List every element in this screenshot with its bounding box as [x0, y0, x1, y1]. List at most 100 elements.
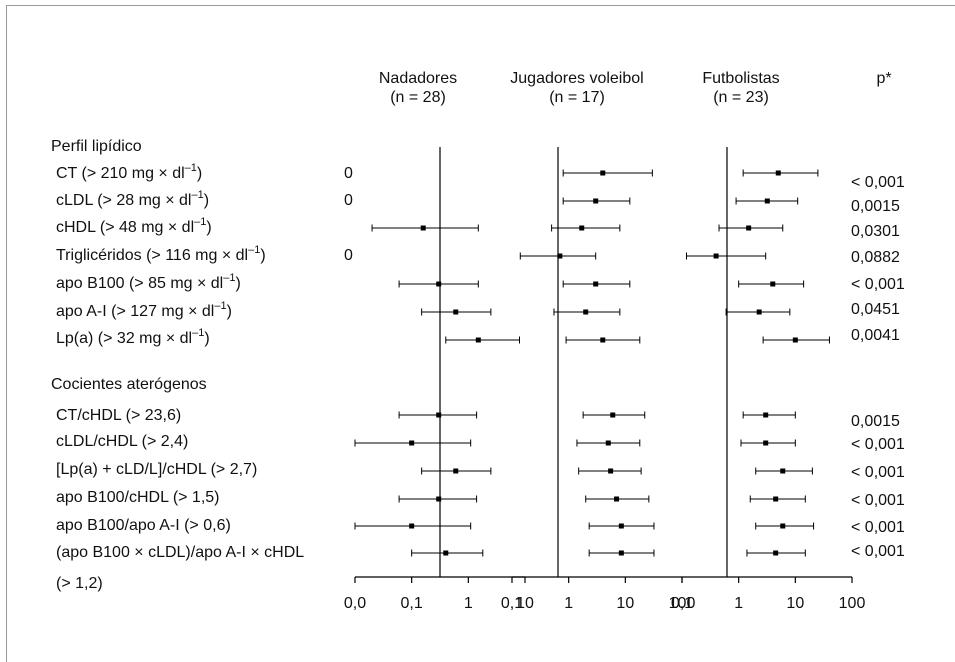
point-estimate	[614, 496, 620, 502]
point-estimate	[443, 550, 449, 556]
point-estimate	[436, 496, 442, 502]
point-estimate	[436, 412, 442, 418]
p-value: 0,0015	[851, 198, 900, 215]
row-label: cLDL/cHDL (> 2,4)	[56, 433, 188, 450]
tick-label: 1	[734, 595, 743, 612]
point-estimate	[436, 281, 442, 287]
point-estimate	[579, 225, 585, 231]
row-label: apo B100/cHDL (> 1,5)	[56, 489, 220, 506]
p-value: < 0,001	[851, 436, 905, 453]
p-value: < 0,001	[851, 492, 905, 509]
row-label-tail: )	[204, 192, 209, 209]
row-label: Lp(a) (> 32 mg × dl–1)	[56, 327, 210, 347]
zero-count: 0	[344, 192, 353, 209]
figure-frame	[6, 5, 955, 662]
point-estimate	[420, 225, 426, 231]
point-estimate	[773, 550, 779, 556]
section-title: Perfil lipídico	[51, 138, 142, 155]
row-label-superscript: –1	[185, 162, 197, 174]
point-estimate	[746, 225, 752, 231]
row-label-tail: )	[235, 275, 240, 292]
point-estimate	[557, 253, 563, 259]
point-estimate	[775, 170, 781, 176]
p-value: 0,0882	[851, 249, 900, 266]
p-value: 0,0041	[851, 327, 900, 344]
p-value: 0,0301	[851, 223, 900, 240]
row-label-superscript: –1	[214, 300, 226, 312]
p-value: < 0,001	[851, 174, 905, 191]
tick-label: 0,1	[401, 595, 423, 612]
panel-title: Jugadores voleibol	[510, 70, 643, 87]
row-label: [Lp(a) + cLD/L]/cHDL (> 2,7)	[56, 461, 257, 478]
point-estimate	[780, 468, 786, 474]
point-estimate	[780, 523, 786, 529]
panel-2: 0,1 1 10 100	[501, 147, 696, 612]
point-estimate	[453, 468, 459, 474]
row-label-superscript: –1	[192, 327, 204, 339]
point-estimate	[409, 523, 415, 529]
point-estimate	[763, 412, 769, 418]
point-estimate	[792, 337, 798, 343]
point-estimate	[409, 440, 415, 446]
row-label-tail: )	[227, 303, 232, 320]
point-estimate	[770, 281, 776, 287]
panel-title: Futbolistas	[702, 70, 779, 87]
panel-title: Nadadores	[379, 70, 457, 87]
zero-count: 0	[344, 247, 353, 264]
point-estimate	[608, 468, 614, 474]
row-label-tail: )	[204, 330, 209, 347]
point-estimate	[618, 523, 624, 529]
row-label: apo B100/apo A-I (> 0,6)	[56, 517, 231, 534]
point-estimate	[756, 309, 762, 315]
row-label: CT (> 210 mg × dl–1)	[56, 162, 202, 182]
row-label-tail: )	[197, 165, 202, 182]
row-label: (apo B100 × cLDL)/apo A-I × cHDL	[56, 544, 304, 561]
p-header: p*	[876, 70, 891, 87]
point-estimate	[618, 550, 624, 556]
p-value: < 0,001	[851, 543, 905, 560]
row-label-continued: (> 1,2)	[56, 575, 103, 592]
row-label: cLDL (> 28 mg × dl–1)	[56, 189, 209, 209]
point-estimate	[713, 253, 719, 259]
p-value: < 0,001	[851, 519, 905, 536]
panel-3: 0,1 1 10 100	[671, 147, 866, 612]
point-estimate	[764, 198, 770, 204]
row-label-superscript: –1	[191, 189, 203, 201]
point-estimate	[475, 337, 481, 343]
tick-label: 1	[564, 595, 573, 612]
p-value: 0,0451	[851, 301, 900, 318]
section-title: Cocientes aterógenos	[51, 376, 207, 393]
point-estimate	[610, 412, 616, 418]
tick-label: 10	[516, 595, 534, 612]
point-estimate	[600, 170, 606, 176]
row-label-tail: )	[260, 247, 265, 264]
tick-label: 1	[464, 595, 473, 612]
panel-subtitle: (n = 23)	[713, 89, 769, 106]
row-label-superscript: –1	[194, 216, 206, 228]
point-estimate	[593, 281, 599, 287]
panel-subtitle: (n = 28)	[390, 89, 446, 106]
tick-label: 100	[839, 595, 866, 612]
tick-label: 10	[786, 595, 804, 612]
tick-label: 100	[669, 595, 696, 612]
point-estimate	[453, 309, 459, 315]
panel-subtitle: (n = 17)	[549, 89, 605, 106]
p-value: < 0,001	[851, 464, 905, 481]
zero-count: 0	[344, 165, 353, 182]
tick-label: 0,1	[671, 595, 693, 612]
row-label-tail: )	[206, 219, 211, 236]
point-estimate	[600, 337, 606, 343]
row-label-superscript: –1	[223, 272, 235, 284]
tick-label: 0,0	[344, 595, 366, 612]
row-label: apo B100 (> 85 mg × dl–1)	[56, 272, 241, 292]
tick-label: 10	[616, 595, 634, 612]
row-label: apo A-I (> 127 mg × dl–1)	[56, 300, 232, 320]
row-label: Triglicéridos (> 116 mg × dl–1)	[56, 244, 266, 264]
point-estimate	[773, 496, 779, 502]
row-label: cHDL (> 48 mg × dl–1)	[56, 216, 212, 236]
point-estimate	[583, 309, 589, 315]
point-estimate	[593, 198, 599, 204]
p-value: < 0,001	[851, 276, 905, 293]
point-estimate	[605, 440, 611, 446]
